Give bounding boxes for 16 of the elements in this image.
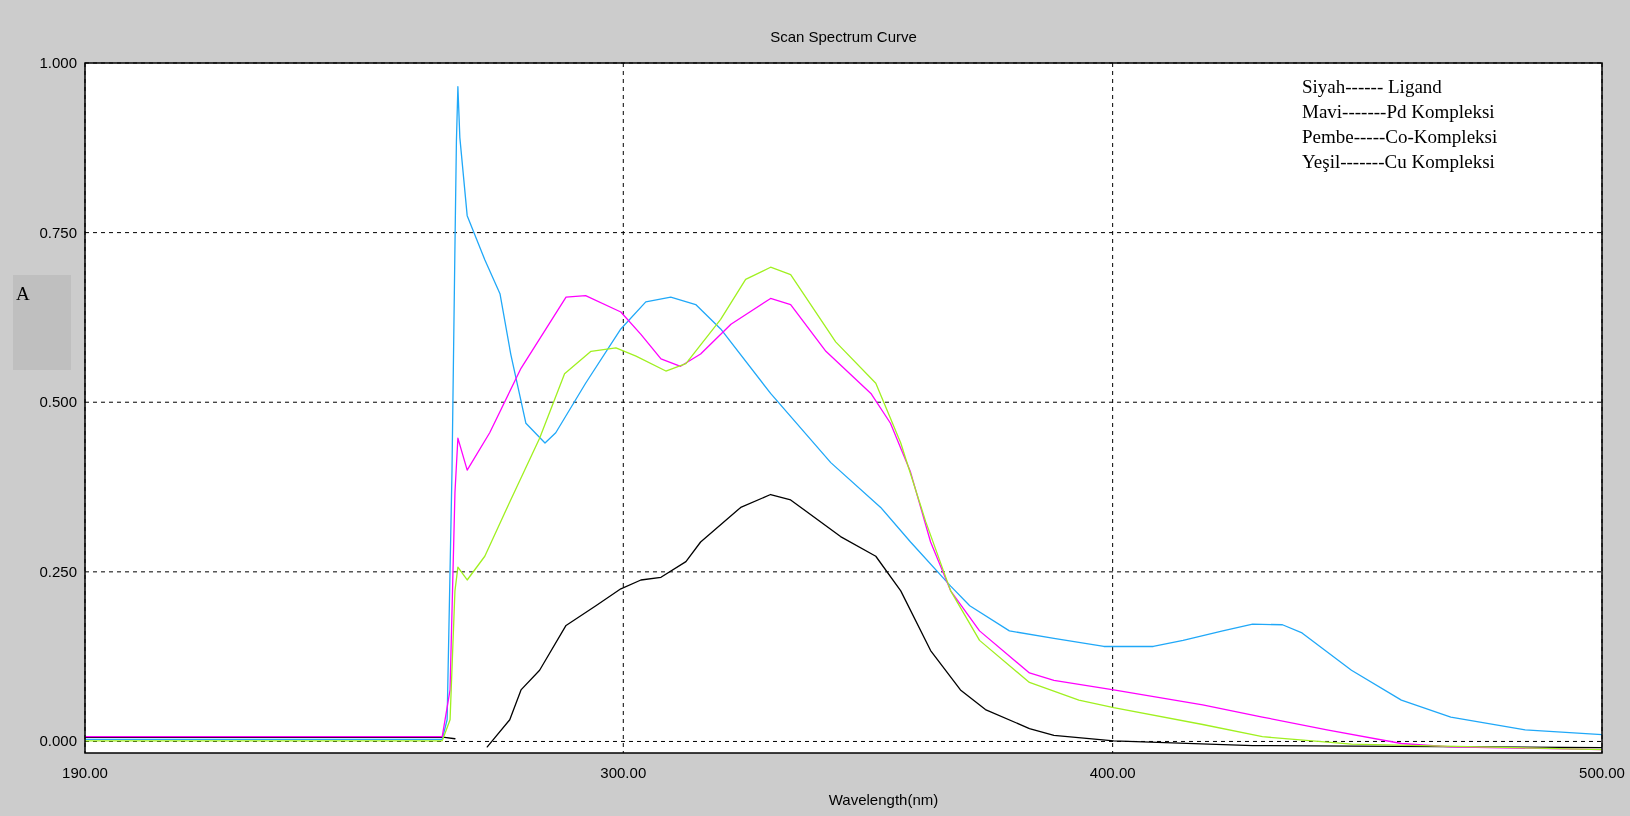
annotation: Mavi-------Pd Kompleksi — [1302, 101, 1495, 122]
annotation: Pembe-----Co-Kompleksi — [1302, 126, 1498, 147]
y-axis-title: A — [16, 283, 30, 304]
y-tick-label: 0.250 — [39, 562, 77, 580]
annotation: Siyah------ Ligand — [1302, 76, 1443, 97]
y-tick-label: 1.000 — [39, 54, 77, 71]
chart-title: Scan Spectrum Curve — [770, 28, 917, 45]
y-tick-label: 0.000 — [39, 732, 77, 750]
x-axis-title: Wavelength(nm) — [828, 791, 939, 808]
y-tick-label: 0.500 — [39, 393, 77, 411]
x-tick-label: 300.00 — [600, 764, 647, 781]
x-tick-label: 500.00 — [1579, 764, 1625, 781]
annotation: Yeşil-------Cu Kompleksi — [1302, 151, 1495, 172]
x-tick-label: 190.00 — [62, 764, 108, 781]
y-tick-label: 0.750 — [39, 223, 77, 241]
x-tick-label: 400.00 — [1089, 764, 1136, 781]
